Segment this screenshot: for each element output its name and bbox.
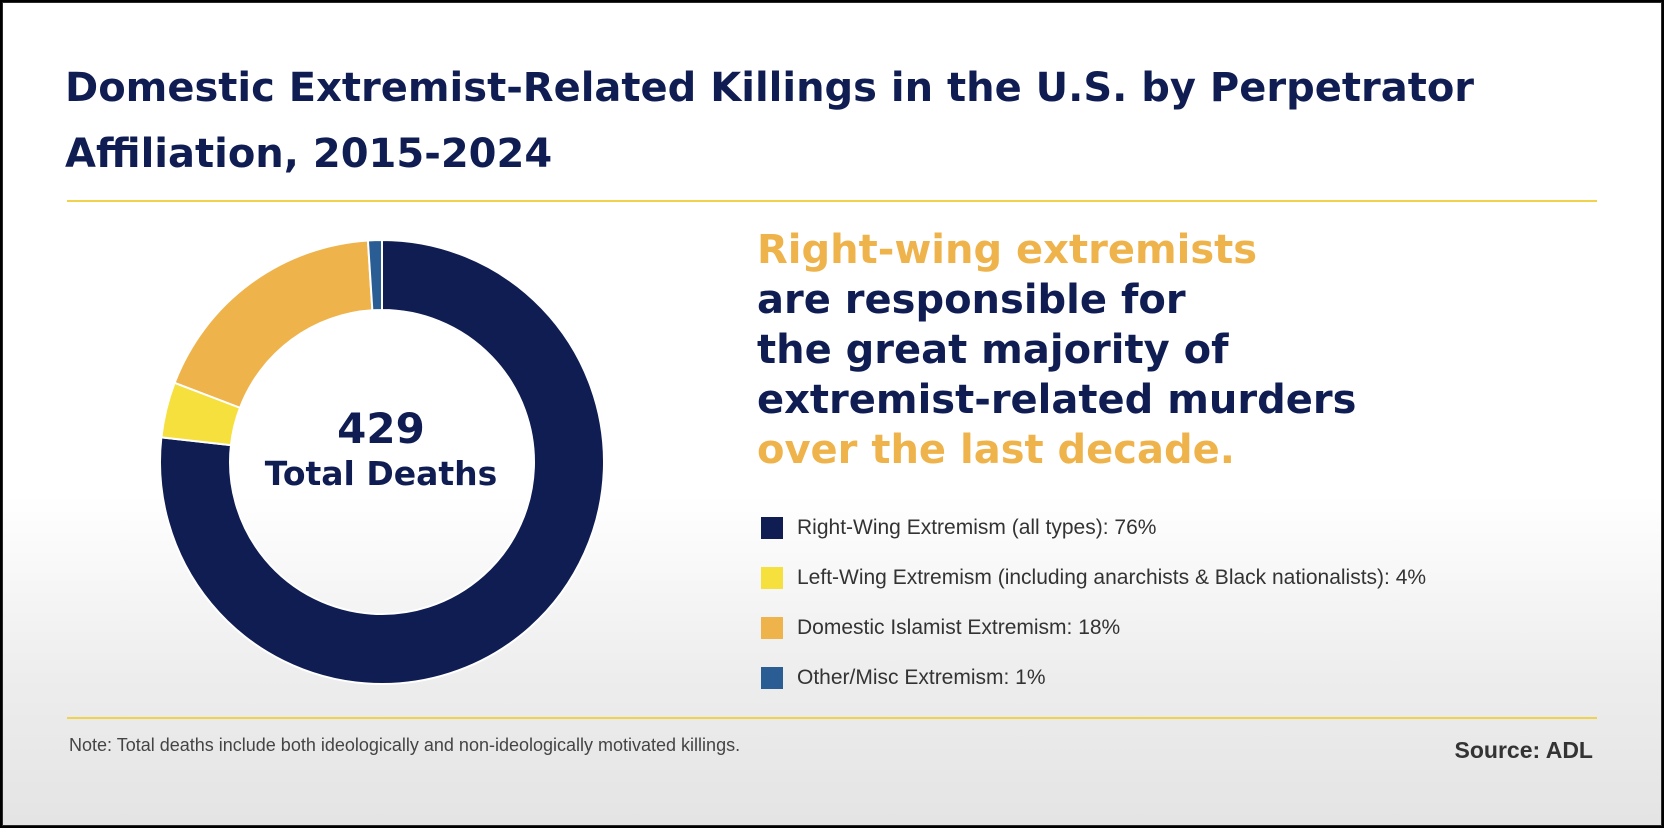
legend-swatch [761, 617, 783, 639]
bottom-divider [67, 717, 1597, 719]
legend-label: Left-Wing Extremism (including anarchist… [797, 566, 1427, 589]
source-credit: Source: ADL [1454, 737, 1593, 763]
headline-line-2: are responsible for [757, 277, 1186, 323]
legend-label: Right-Wing Extremism (all types): 76% [797, 516, 1157, 539]
legend-item-other: Other/Misc Extremism: 1% [761, 653, 1621, 703]
legend-swatch [761, 667, 783, 689]
legend-swatch [761, 567, 783, 589]
legend: Right-Wing Extremism (all types): 76% Le… [761, 503, 1621, 703]
top-divider [67, 200, 1597, 202]
headline-line-1: Right-wing extremists [757, 227, 1258, 273]
donut-chart [159, 238, 605, 685]
legend-swatch [761, 517, 783, 539]
headline-line-4: extremist-related murders [757, 377, 1357, 423]
donut-slice-right-wing [159, 238, 605, 685]
headline-line-5: over the last decade. [757, 427, 1235, 473]
legend-label: Other/Misc Extremism: 1% [797, 666, 1046, 689]
total-deaths-number: 429 [337, 404, 425, 453]
donut-slice-islamist [173, 239, 374, 410]
total-deaths-label: Total Deaths [264, 454, 498, 493]
legend-item-left-wing: Left-Wing Extremism (including anarchist… [761, 553, 1621, 603]
legend-item-right-wing: Right-Wing Extremism (all types): 76% [761, 503, 1621, 553]
headline: Right-wing extremists are responsible fo… [757, 225, 1617, 475]
donut-center: 429 Total Deaths [241, 405, 521, 495]
donut-slice-other [366, 238, 383, 312]
legend-item-islamist: Domestic Islamist Extremism: 18% [761, 603, 1621, 653]
legend-label: Domestic Islamist Extremism: 18% [797, 616, 1121, 639]
headline-line-3: the great majority of [757, 327, 1229, 373]
chart-title: Domestic Extremist-Related Killings in t… [65, 65, 1475, 177]
footnote: Note: Total deaths include both ideologi… [69, 735, 741, 755]
